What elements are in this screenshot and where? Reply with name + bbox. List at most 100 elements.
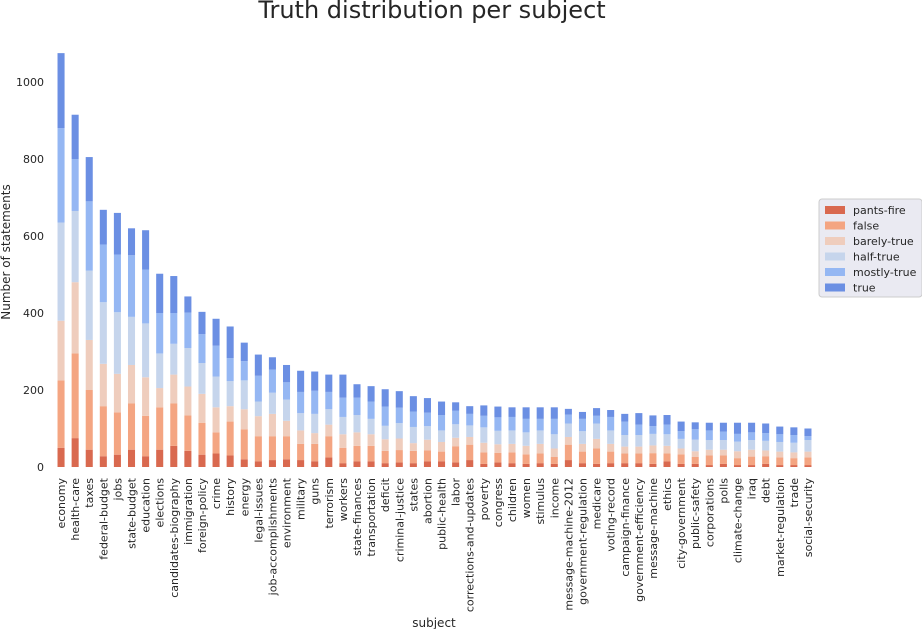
bar-segment-false-states bbox=[409, 450, 417, 464]
bar-segment-barely-true-income bbox=[550, 448, 558, 457]
x-tick-label: city-government bbox=[675, 477, 688, 568]
bar-segment-half-true-transportation bbox=[367, 418, 375, 435]
x-tick-label: income bbox=[548, 478, 561, 519]
bar-segment-barely-true-immigration bbox=[184, 386, 192, 416]
bar-segment-false-government-regulation bbox=[578, 451, 586, 464]
x-tick-label: immigration bbox=[182, 478, 195, 545]
bar-segment-mostly-true-corporations bbox=[705, 430, 713, 441]
bar-segment-true-state-budget bbox=[127, 228, 136, 256]
bar-segment-barely-true-abortion bbox=[423, 439, 431, 451]
bar-segment-barely-true-voting-record bbox=[607, 443, 615, 452]
bar-segment-half-true-state-budget bbox=[127, 316, 136, 365]
bar-segment-pants-fire-foreign-policy bbox=[198, 454, 206, 467]
bar-segment-barely-true-education bbox=[142, 377, 150, 416]
bar-segment-false-environment bbox=[283, 436, 291, 460]
bar-segment-pants-fire-environment bbox=[283, 459, 291, 467]
bar-segment-mostly-true-labor bbox=[452, 410, 460, 425]
bar-segment-barely-true-government-efficiency bbox=[635, 446, 643, 454]
bar-segment-true-job-accomplishments bbox=[268, 357, 276, 370]
bar-segment-false-transportation bbox=[367, 445, 375, 462]
bar-segment-half-true-debt bbox=[762, 440, 770, 451]
bar-segment-true-candidates-biography bbox=[170, 276, 178, 313]
bar-segment-mostly-true-health-care bbox=[71, 159, 79, 211]
bar-segment-barely-true-public-health bbox=[438, 441, 446, 452]
bar-segment-half-true-job-accomplishments bbox=[268, 392, 276, 414]
bar-segment-false-income bbox=[550, 456, 558, 464]
bar-segment-mostly-true-state-budget bbox=[127, 255, 136, 317]
bar-segment-mostly-true-taxes bbox=[85, 201, 93, 271]
bar-segment-half-true-ethics bbox=[663, 434, 671, 446]
bar-segment-true-message-machine bbox=[649, 415, 657, 427]
bar-segment-barely-true-history bbox=[226, 406, 234, 422]
bar-segment-pants-fire-government-efficiency bbox=[635, 463, 643, 467]
bar-segment-half-true-social-security bbox=[804, 440, 812, 452]
bar-segment-half-true-criminal-justice bbox=[395, 423, 403, 439]
bar-segment-true-federal-budget bbox=[99, 209, 107, 245]
bar-segment-half-true-polls bbox=[719, 440, 727, 450]
x-tick-label: children bbox=[506, 478, 519, 522]
bar-segment-true-income bbox=[550, 407, 558, 419]
bar-segment-pants-fire-corrections-and-updates bbox=[466, 460, 474, 467]
x-tick-label: crime bbox=[210, 478, 223, 509]
bar-segment-pants-fire-job-accomplishments bbox=[268, 460, 276, 467]
bar-segment-barely-true-city-government bbox=[677, 448, 685, 455]
x-tick-label: labor bbox=[450, 478, 463, 507]
bar-segment-true-health-care bbox=[71, 114, 79, 159]
x-tick-label: federal-budget bbox=[97, 477, 110, 559]
bar-segment-barely-true-job-accomplishments bbox=[268, 413, 276, 437]
x-tick-label: iraq bbox=[746, 478, 759, 499]
x-tick-label: states bbox=[407, 478, 420, 512]
x-tick-label: polls bbox=[717, 478, 730, 504]
bar-segment-half-true-message-machine-2012 bbox=[564, 423, 572, 437]
bar-segment-pants-fire-market-regulation bbox=[776, 465, 784, 467]
bar-segment-false-children bbox=[508, 452, 516, 464]
bar-segment-barely-true-climate-change bbox=[733, 451, 742, 459]
bar-segment-pants-fire-federal-budget bbox=[99, 456, 107, 467]
bar-segment-mostly-true-corrections-and-updates bbox=[466, 413, 474, 426]
bar-segment-half-true-legal-issues bbox=[254, 401, 262, 417]
bar-segment-mostly-true-energy bbox=[240, 361, 248, 381]
bar-segment-mostly-true-debt bbox=[762, 433, 770, 441]
x-tick-label: debt bbox=[760, 477, 773, 503]
legend-swatch-false bbox=[825, 221, 845, 230]
x-tick-label: government-regulation bbox=[576, 478, 589, 605]
bar-segment-half-true-environment bbox=[283, 399, 291, 421]
bar-segment-pants-fire-candidates-biography bbox=[170, 445, 178, 467]
bar-segment-barely-true-social-security bbox=[804, 451, 812, 458]
bar-segment-false-polls bbox=[719, 455, 727, 464]
bar-segment-false-taxes bbox=[85, 390, 93, 450]
legend-swatch-pants-fire bbox=[825, 206, 845, 214]
bar-segment-false-military bbox=[297, 443, 305, 461]
bar-segment-mostly-true-medicare bbox=[593, 415, 601, 424]
bar-segment-true-government-regulation bbox=[578, 411, 586, 419]
x-tick-label: taxes bbox=[83, 478, 96, 508]
bar-segment-mostly-true-elections bbox=[156, 313, 164, 354]
bar-segment-mostly-true-candidates-biography bbox=[170, 313, 178, 344]
bar-segment-false-education bbox=[142, 415, 150, 457]
bar-segment-true-corporations bbox=[705, 422, 713, 431]
bar-segment-mostly-true-income bbox=[550, 418, 558, 435]
bar-segment-pants-fire-labor bbox=[452, 462, 460, 467]
bar-segment-half-true-stimulus bbox=[536, 430, 544, 444]
bar-segment-pants-fire-medicare bbox=[593, 463, 601, 467]
bar-segment-mostly-true-public-health bbox=[438, 415, 446, 431]
bar-segment-half-true-states bbox=[409, 426, 417, 444]
bar-segment-barely-true-state-budget bbox=[127, 364, 136, 404]
x-tick-label: abortion bbox=[421, 478, 434, 524]
bar-segment-mostly-true-stimulus bbox=[536, 418, 544, 431]
y-tick-label: 800 bbox=[23, 153, 44, 166]
bar-segment-false-message-machine bbox=[649, 453, 657, 464]
bar-segment-false-medicare bbox=[593, 448, 601, 464]
bar-segment-half-true-education bbox=[142, 323, 150, 378]
x-tick-label: social-security bbox=[802, 478, 815, 558]
bar-segment-barely-true-transportation bbox=[367, 434, 375, 446]
bar-segment-barely-true-market-regulation bbox=[776, 451, 784, 458]
bar-segment-pants-fire-immigration bbox=[184, 450, 192, 467]
bar-segment-mostly-true-criminal-justice bbox=[395, 407, 403, 424]
bar-segment-barely-true-elections bbox=[156, 388, 164, 408]
bar-segment-mostly-true-environment bbox=[283, 382, 291, 400]
bar-segment-half-true-children bbox=[508, 430, 516, 444]
bar-segment-false-city-government bbox=[677, 454, 685, 464]
x-tick-label: economy bbox=[55, 478, 68, 529]
bar-segment-barely-true-polls bbox=[719, 449, 727, 456]
